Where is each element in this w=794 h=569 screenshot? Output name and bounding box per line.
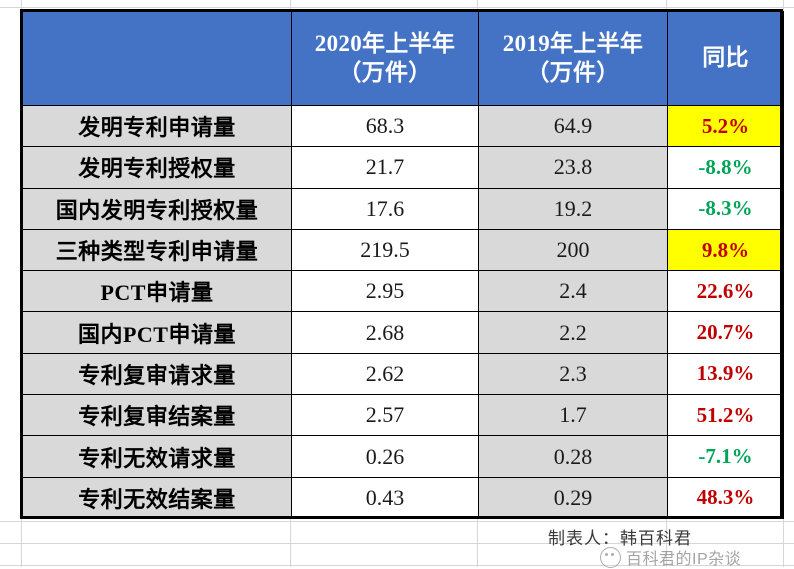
cell-value-2019: 2.2 xyxy=(478,311,668,354)
row-label: 专利复审请求量 xyxy=(22,352,292,396)
patent-statistics-table: 2020年上半年 （万件） 2019年上半年 （万件） 同比 发明专利申请量 68… xyxy=(22,11,784,519)
cell-value-2020: 2.95 xyxy=(291,270,479,313)
cell-value-2020: 2.57 xyxy=(291,394,479,437)
cell-value-2019: 0.29 xyxy=(478,476,668,519)
row-label: 专利复审结案量 xyxy=(22,394,292,437)
cell-value-2020: 68.3 xyxy=(291,104,479,148)
cell-value-yoy: 20.7% xyxy=(667,311,784,354)
cell-value-2019: 1.7 xyxy=(478,394,668,437)
cell-value-2020: 2.62 xyxy=(291,352,479,396)
table-row: 发明专利申请量 68.3 64.9 5.2% xyxy=(22,104,784,148)
table-row: 国内PCT申请量 2.68 2.2 20.7% xyxy=(22,311,784,354)
panda-circle-icon xyxy=(600,546,621,568)
column-header-2020-line1: 2020年上半年 xyxy=(314,31,456,57)
table-row: 专利无效请求量 0.26 0.28 -7.1% xyxy=(22,435,784,478)
table-row: 专利复审结案量 2.57 1.7 51.2% xyxy=(22,394,784,437)
row-label: 国内发明专利授权量 xyxy=(22,187,292,230)
watermark-label: 百科君的IP杂谈 xyxy=(626,551,742,568)
table-header: 2020年上半年 （万件） 2019年上半年 （万件） 同比 xyxy=(22,11,784,106)
cell-value-2019: 0.28 xyxy=(478,435,668,478)
row-label: 专利无效结案量 xyxy=(22,476,292,519)
cell-value-yoy: -8.8% xyxy=(667,146,784,189)
column-header-2019: 2019年上半年 （万件） xyxy=(478,11,668,106)
cell-value-2019: 2.4 xyxy=(478,270,668,313)
column-header-metric xyxy=(22,11,292,106)
cell-value-2020: 21.7 xyxy=(291,146,479,189)
table-row: PCT申请量 2.95 2.4 22.6% xyxy=(22,270,784,313)
watermark: 百科君的IP杂谈 xyxy=(600,545,741,569)
table-row: 三种类型专利申请量 219.5 200 9.8% xyxy=(22,228,784,272)
column-header-2019-line2: （万件） xyxy=(526,59,620,85)
cell-value-2019: 200 xyxy=(478,228,668,272)
cell-value-2019: 2.3 xyxy=(478,352,668,396)
row-label: 三种类型专利申请量 xyxy=(22,228,292,272)
table-row: 专利无效结案量 0.43 0.29 48.3% xyxy=(22,476,784,519)
row-label: 发明专利申请量 xyxy=(22,104,292,148)
cell-value-yoy: 51.2% xyxy=(667,394,784,437)
row-label: 国内PCT申请量 xyxy=(22,311,292,354)
column-header-2019-line1: 2019年上半年 xyxy=(502,31,644,57)
table-row: 国内发明专利授权量 17.6 19.2 -8.3% xyxy=(22,187,784,230)
cell-value-2019: 19.2 xyxy=(478,187,668,230)
cell-value-yoy: 9.8% xyxy=(667,228,784,272)
column-header-2020-line2: （万件） xyxy=(338,59,432,85)
row-label: 发明专利授权量 xyxy=(22,146,292,189)
row-label: 专利无效请求量 xyxy=(22,435,292,478)
cell-value-2020: 0.26 xyxy=(291,435,479,478)
cell-value-2019: 23.8 xyxy=(478,146,668,189)
cell-value-yoy: -8.3% xyxy=(667,187,784,230)
cell-value-2020: 219.5 xyxy=(291,228,479,272)
cell-value-yoy: 22.6% xyxy=(667,270,784,313)
patent-statistics-table-container: 2020年上半年 （万件） 2019年上半年 （万件） 同比 发明专利申请量 68… xyxy=(20,9,784,519)
table-row: 专利复审请求量 2.62 2.3 13.9% xyxy=(22,352,784,396)
column-header-2020: 2020年上半年 （万件） xyxy=(291,11,479,106)
cell-value-yoy: 13.9% xyxy=(667,352,784,396)
cell-value-2020: 0.43 xyxy=(291,476,479,519)
table-body: 发明专利申请量 68.3 64.9 5.2% 发明专利授权量 21.7 23.8 -8.8% 国… xyxy=(22,104,784,519)
column-header-yoy: 同比 xyxy=(667,11,784,106)
cell-value-yoy: 48.3% xyxy=(667,476,784,519)
table-row: 发明专利授权量 21.7 23.8 -8.8% xyxy=(22,146,784,189)
cell-value-2020: 2.68 xyxy=(291,311,479,354)
cell-value-yoy: 5.2% xyxy=(667,104,784,148)
cell-value-yoy: -7.1% xyxy=(667,435,784,478)
table-header-row: 2020年上半年 （万件） 2019年上半年 （万件） 同比 xyxy=(22,11,784,106)
cell-value-2020: 17.6 xyxy=(291,187,479,230)
gridline-horizontal xyxy=(0,7,794,8)
gridline-horizontal xyxy=(0,521,794,522)
cell-value-2019: 64.9 xyxy=(478,104,668,148)
row-label: PCT申请量 xyxy=(22,270,292,313)
